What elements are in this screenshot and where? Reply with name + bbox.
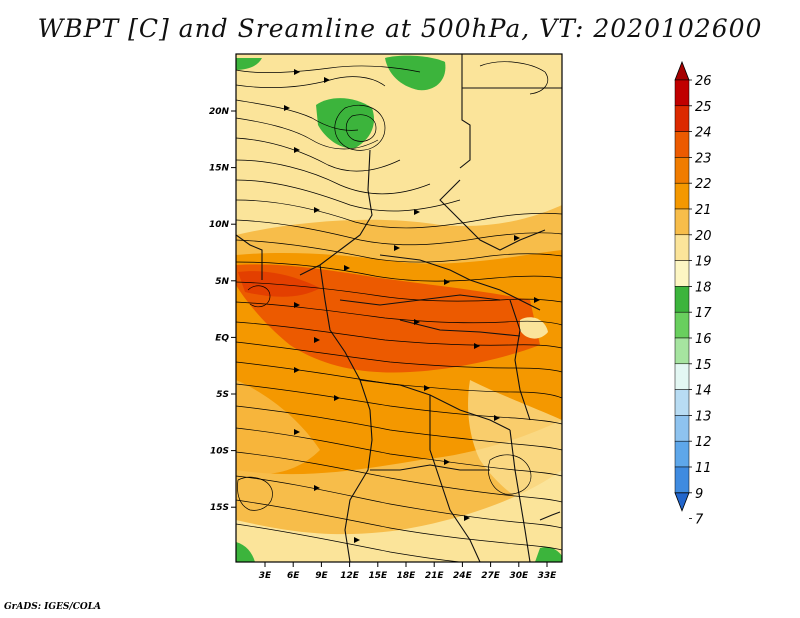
field-zone-24 <box>238 271 320 297</box>
lat-tick-label: 10N <box>209 220 230 230</box>
map-frame <box>235 53 563 563</box>
map-panel <box>236 54 562 562</box>
lon-tick-label: 18E <box>397 571 417 581</box>
colorbar-level-label: 19 <box>695 255 712 270</box>
lat-tick-label: 10S <box>210 447 229 457</box>
lon-tick-label: 9E <box>315 571 328 581</box>
colorbar-level-label: 7 <box>695 513 704 528</box>
lat-tick-label: 15N <box>209 164 230 174</box>
lat-tick-label: 5S <box>216 390 229 400</box>
colorbar-segment <box>674 363 690 390</box>
lon-tick-label: 27E <box>481 571 501 581</box>
colorbar-segment <box>674 105 690 132</box>
lon-tick-label: 12E <box>340 571 360 581</box>
colorbar-bottom-arrow <box>674 492 690 512</box>
colorbar-segment <box>674 79 690 107</box>
lon-tick-label: 21E <box>425 571 445 581</box>
lon-tick-label: 30E <box>509 571 529 581</box>
colorbar-segment <box>674 157 690 184</box>
colorbar-segment <box>674 260 690 287</box>
colorbar-level-label: 15 <box>695 358 712 373</box>
colorbar: 26 25 24 23 22 21 20 19 18 17 16 15 14 13 12 11 9 7 <box>674 60 712 528</box>
colorbar-level-label: 14 <box>695 384 712 399</box>
colorbar-segment <box>674 337 690 365</box>
lon-tick-label: 6E <box>287 571 300 581</box>
lon-tick-label: 24E <box>453 571 473 581</box>
lon-tick-label: 3E <box>259 571 272 581</box>
colorbar-level-label: 26 <box>695 74 712 89</box>
streamline-arrows <box>284 69 540 543</box>
colorbar-level-label: 9 <box>695 487 703 502</box>
colorbar-level-label: 18 <box>695 280 712 295</box>
colorbar-level-label: 17 <box>695 306 712 321</box>
colorbar-level-label: 12 <box>695 435 712 450</box>
colorbar-level-label: 13 <box>695 409 712 424</box>
lat-tick-label: EQ <box>215 333 229 343</box>
grads-credit: GrADS: IGES/COLA <box>4 602 102 612</box>
colorbar-level-label: 20 <box>695 229 712 244</box>
latitude-axis: 20N 15N 10N 5N EQ 5S 10S 15S <box>209 107 236 513</box>
lat-tick-label: 15S <box>210 503 229 513</box>
lat-tick-label: 20N <box>209 107 230 117</box>
lat-tick-label: 5N <box>215 277 229 287</box>
colorbar-segment <box>674 234 690 261</box>
chart-title: WBPT [C] and Sreamline at 500hPa, VT: 20… <box>37 14 763 43</box>
colorbar-segment <box>674 208 690 236</box>
colorbar-segment <box>674 466 690 494</box>
colorbar-segment <box>674 131 690 158</box>
colorbar-top-arrow <box>674 60 690 81</box>
colorbar-segment <box>674 440 690 468</box>
colorbar-level-label: 11 <box>695 461 712 476</box>
lon-tick-label: 15E <box>368 571 388 581</box>
colorbar-level-label: 16 <box>695 332 712 347</box>
country-borders <box>236 54 562 562</box>
colorbar-level-label: 24 <box>695 126 712 141</box>
lon-tick-label: 33E <box>538 571 558 581</box>
colorbar-segment <box>674 389 690 416</box>
field-patch-north <box>316 98 375 149</box>
longitude-axis: 3E 6E 9E 12E 15E 18E 21E 24E 27E 30E 33E <box>259 562 557 581</box>
colorbar-segment <box>674 182 690 210</box>
colorbar-level-label: 22 <box>695 177 712 192</box>
colorbar-level-label: 21 <box>695 203 712 218</box>
colorbar-level-label: 25 <box>695 100 712 115</box>
colorbar-segment <box>674 311 690 339</box>
colorbar-segment <box>674 286 690 313</box>
colorbar-segment <box>674 415 690 442</box>
colorbar-level-label: 23 <box>695 151 712 166</box>
